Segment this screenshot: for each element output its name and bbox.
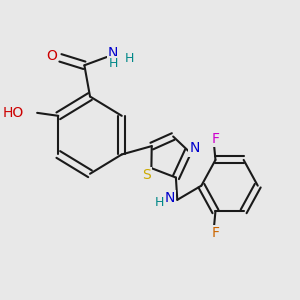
Text: O: O — [46, 50, 57, 63]
Text: N: N — [164, 191, 175, 205]
Text: F: F — [212, 226, 220, 240]
Text: H: H — [124, 52, 134, 65]
Text: N: N — [189, 141, 200, 155]
Text: S: S — [142, 168, 151, 182]
Text: H: H — [108, 57, 118, 70]
Text: H: H — [154, 196, 164, 209]
Text: HO: HO — [3, 106, 24, 120]
Text: F: F — [212, 131, 220, 146]
Text: N: N — [108, 46, 118, 60]
